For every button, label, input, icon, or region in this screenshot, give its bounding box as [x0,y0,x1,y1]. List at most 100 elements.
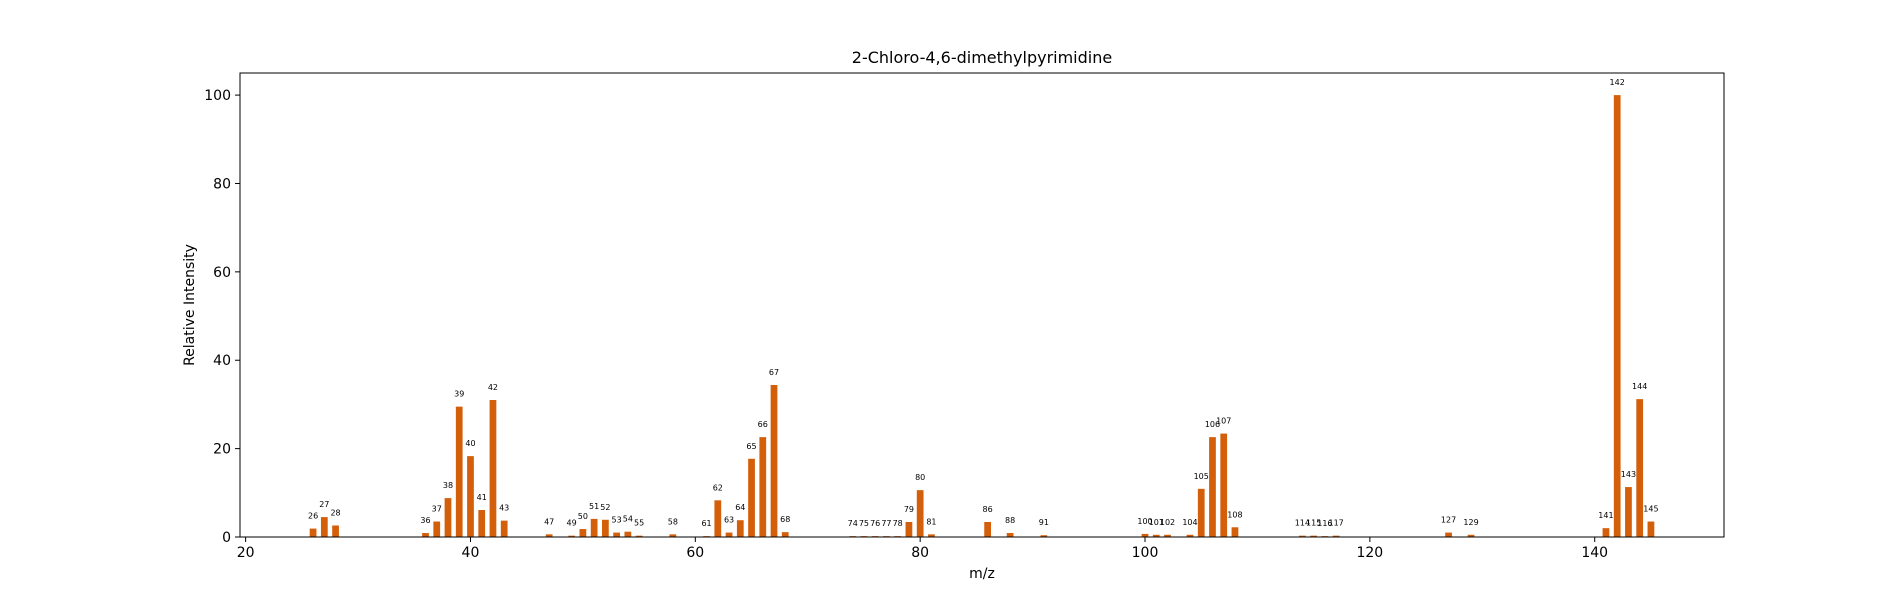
bar-mz-64 [736,520,744,537]
bar-label-mz-116: 116 [1317,519,1332,528]
bar-mz-100 [1141,533,1149,537]
bar-mz-58 [669,534,677,537]
bar-label-mz-81: 81 [926,517,936,526]
bar-label-mz-141: 141 [1598,511,1613,520]
bar-mz-141 [1602,528,1610,537]
bar-label-mz-102: 102 [1160,518,1175,527]
bar-label-mz-26: 26 [308,512,318,521]
bar-mz-49 [568,535,576,537]
bar-label-mz-41: 41 [477,493,487,502]
bar-mz-27 [320,517,328,537]
bar-mz-115 [1310,535,1318,537]
x-tick-label-140: 140 [1581,545,1608,561]
y-tick-label-40: 40 [213,353,231,369]
bar-label-mz-53: 53 [612,516,622,525]
bar-label-mz-115: 115 [1306,519,1321,528]
bar-mz-43 [500,520,508,537]
x-tick-label-80: 80 [911,545,929,561]
bar-label-mz-106: 106 [1205,420,1220,429]
bar-label-mz-91: 91 [1039,518,1049,527]
bar-label-mz-142: 142 [1610,78,1625,87]
bars-group [309,95,1655,537]
bar-label-mz-52: 52 [600,503,610,512]
bar-mz-145 [1647,521,1655,537]
bar-label-mz-55: 55 [634,519,644,528]
bar-mz-104 [1186,534,1194,537]
bar-label-mz-105: 105 [1194,472,1209,481]
bar-mz-81 [928,534,935,537]
y-tick-label-100: 100 [204,88,231,104]
bar-mz-142 [1613,95,1621,537]
x-axis-label: m/z [969,566,995,582]
x-axis-ticks: 20 40 60 80 100 120 140 [237,537,1608,561]
bar-label-mz-65: 65 [746,442,756,451]
bar-label-mz-100: 100 [1137,517,1152,526]
bar-label-mz-74: 74 [848,519,858,528]
bar-label-mz-47: 47 [544,517,554,526]
bar-mz-51 [590,518,598,537]
plot-frame [239,72,1725,538]
x-tick-label-20: 20 [237,545,255,561]
bar-label-mz-101: 101 [1149,518,1164,527]
bar-mz-28 [332,525,339,537]
bar-mz-79 [905,521,913,537]
bar-label-mz-62: 62 [713,483,723,492]
bar-mz-102 [1164,534,1171,537]
bar-mz-106 [1209,437,1216,537]
bar-label-mz-38: 38 [443,481,453,490]
bar-mz-108 [1231,527,1239,537]
bar-mz-67 [770,384,778,537]
y-tick-label-0: 0 [222,530,231,546]
bar-mz-63 [725,532,733,537]
bar-mz-88 [1006,533,1014,537]
bar-label-mz-127: 127 [1441,516,1456,525]
bar-label-mz-78: 78 [893,519,903,528]
y-axis-label: Relative Intensity [182,244,198,366]
bar-label-mz-63: 63 [724,516,734,525]
y-tick-label-80: 80 [213,176,231,192]
bar-mz-37 [433,521,441,537]
bar-label-mz-129: 129 [1463,518,1478,527]
bar-label-mz-144: 144 [1632,382,1647,391]
bar-mz-114 [1299,535,1306,537]
bar-mz-68 [781,532,789,537]
bar-label-mz-88: 88 [1005,516,1015,525]
x-tick-label-40: 40 [462,545,480,561]
bar-label-mz-49: 49 [567,519,577,528]
bar-mz-91 [1040,535,1048,537]
bar-label-mz-80: 80 [915,473,925,482]
bar-label-mz-114: 114 [1295,519,1310,528]
bar-label-mz-143: 143 [1621,470,1636,479]
bar-mz-107 [1220,433,1228,537]
bar-mz-117 [1332,535,1340,537]
bar-mz-52 [602,519,609,537]
bar-mz-105 [1197,488,1205,537]
bar-label-mz-37: 37 [432,505,442,514]
bar-label-mz-27: 27 [319,500,329,509]
bar-label-mz-108: 108 [1227,510,1242,519]
bar-label-mz-76: 76 [870,519,880,528]
bar-label-mz-43: 43 [499,504,509,513]
bar-label-mz-77: 77 [881,519,891,528]
x-tick-label-120: 120 [1356,545,1383,561]
bar-mz-26 [309,528,317,537]
bar-label-mz-66: 66 [758,420,768,429]
bar-mz-127 [1445,532,1452,537]
bar-mz-86 [984,521,991,537]
bar-label-mz-64: 64 [735,503,745,512]
bar-mz-54 [624,531,632,537]
x-tick-label-100: 100 [1132,545,1159,561]
bar-label-mz-79: 79 [904,505,914,514]
bar-label-mz-28: 28 [330,509,340,518]
bar-label-mz-75: 75 [859,519,869,528]
bar-mz-47 [545,534,553,537]
x-tick-label-60: 60 [686,545,704,561]
bar-label-mz-86: 86 [983,505,993,514]
bar-label-mz-40: 40 [465,439,475,448]
bar-label-mz-61: 61 [701,519,711,528]
bar-label-mz-51: 51 [589,502,599,511]
bar-mz-101 [1152,534,1160,537]
